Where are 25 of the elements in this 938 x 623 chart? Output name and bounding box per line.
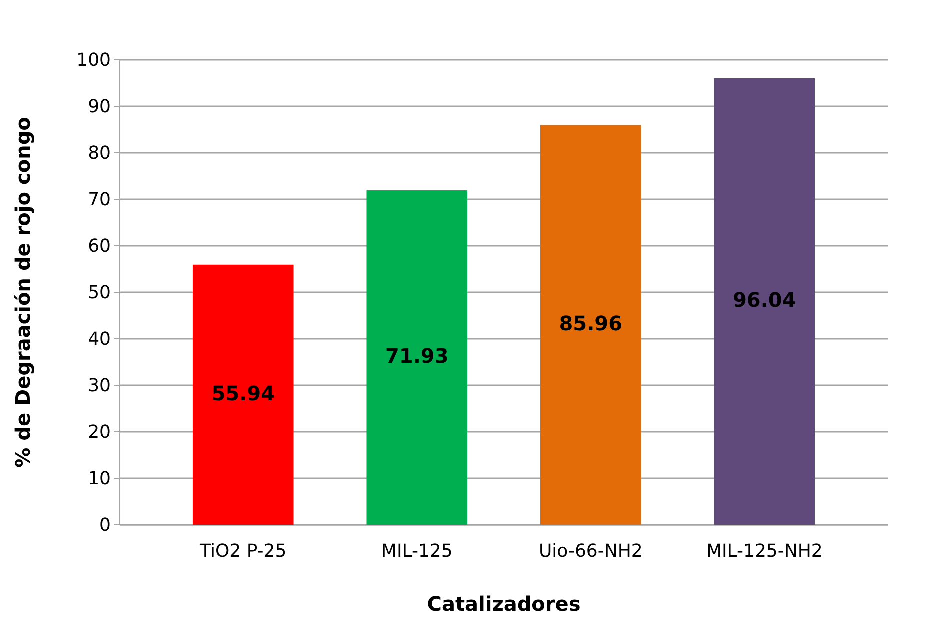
- x-tick-label: MIL-125: [381, 540, 453, 562]
- y-tick-label: 80: [88, 142, 111, 164]
- y-tick-label: 30: [88, 375, 111, 396]
- x-tick-label: MIL-125-NH2: [706, 540, 823, 562]
- data-label: 55.94: [212, 381, 275, 406]
- data-label: 71.93: [385, 344, 449, 368]
- y-tick-label: 100: [76, 50, 111, 71]
- y-tick-label: 70: [88, 189, 111, 210]
- y-axis-title: % de Degraación de rojo congo: [11, 117, 35, 468]
- y-tick-label: 90: [88, 96, 111, 118]
- x-tick-label: Uio-66-NH2: [538, 540, 643, 562]
- data-label: 85.96: [559, 312, 623, 336]
- y-tick-label: 0: [100, 514, 111, 536]
- y-tick-label: 20: [88, 422, 111, 443]
- bar: [192, 264, 294, 525]
- data-label: 96.04: [733, 288, 796, 312]
- y-tick-label: 10: [88, 468, 111, 490]
- bar: [366, 190, 468, 525]
- x-tick-label: TiO2 P-25: [199, 540, 287, 562]
- y-tick-label: 40: [88, 328, 111, 350]
- x-axis-title: Catalizadores: [427, 592, 581, 616]
- bar: [714, 78, 816, 525]
- bar: [540, 125, 642, 525]
- y-tick-label: 60: [88, 236, 111, 257]
- y-tick-label: 50: [88, 282, 111, 304]
